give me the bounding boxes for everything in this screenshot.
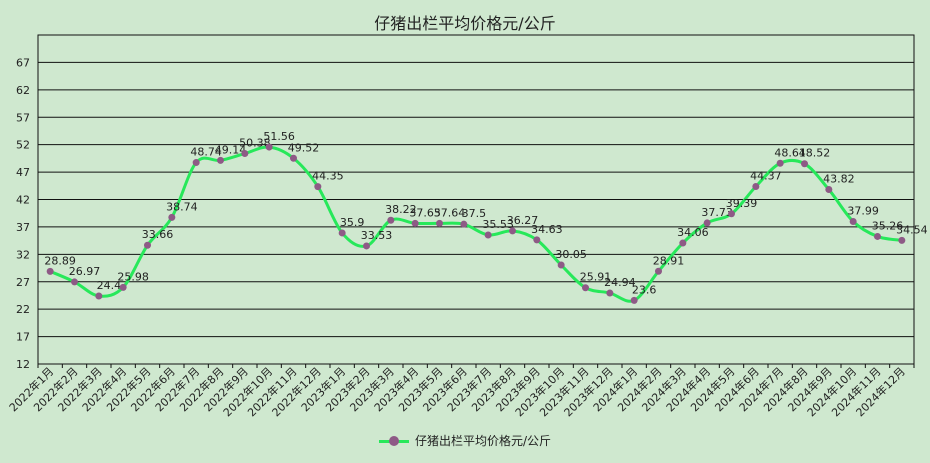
legend: 仔猪出栏平均价格元/公斤 xyxy=(0,432,930,449)
data-point-1 xyxy=(71,278,78,286)
legend-label: 仔猪出栏平均价格元/公斤 xyxy=(414,434,552,448)
data-point-16 xyxy=(436,219,443,227)
data-point-28 xyxy=(728,210,735,218)
y-tick-label-0: 12 xyxy=(16,358,30,371)
data-point-20 xyxy=(533,236,541,244)
data-label-10: 49.52 xyxy=(288,141,320,154)
data-point-0 xyxy=(46,267,54,275)
data-label-35: 34.54 xyxy=(896,223,928,236)
data-label-22: 25.91 xyxy=(580,271,612,284)
data-label-7: 49.14 xyxy=(215,143,247,156)
data-point-24 xyxy=(630,296,638,304)
data-label-14: 38.22 xyxy=(385,203,417,216)
data-label-25: 28.91 xyxy=(653,254,685,267)
data-point-11 xyxy=(314,183,322,191)
data-point-9 xyxy=(265,143,273,151)
data-label-3: 25.98 xyxy=(117,270,149,283)
data-label-2: 24.4 xyxy=(97,279,122,292)
data-label-8: 50.38 xyxy=(239,137,271,150)
data-label-5: 38.74 xyxy=(166,200,198,213)
data-label-32: 43.82 xyxy=(823,173,855,186)
y-tick-label-6: 42 xyxy=(16,194,30,207)
data-label-1: 26.97 xyxy=(69,265,101,278)
data-point-5 xyxy=(168,213,176,221)
data-label-24: 23.6 xyxy=(632,283,657,296)
data-point-2 xyxy=(95,292,103,300)
y-tick-label-8: 52 xyxy=(16,139,30,152)
data-point-32 xyxy=(825,186,833,194)
data-point-23 xyxy=(606,289,614,297)
data-label-0: 28.89 xyxy=(44,254,76,267)
data-point-14 xyxy=(387,216,395,224)
data-label-4: 33.66 xyxy=(142,228,174,241)
data-label-17: 37.5 xyxy=(462,207,487,220)
data-label-31: 48.52 xyxy=(799,147,831,160)
data-point-35 xyxy=(898,236,906,244)
data-label-11: 44.35 xyxy=(312,170,344,183)
data-label-27: 37.73 xyxy=(701,206,733,219)
data-label-6: 48.74 xyxy=(190,146,222,159)
data-label-23: 24.94 xyxy=(604,276,636,289)
data-point-6 xyxy=(192,159,200,167)
legend-swatch xyxy=(378,435,409,446)
data-point-34 xyxy=(874,232,881,240)
data-point-4 xyxy=(144,241,151,249)
data-point-13 xyxy=(363,242,370,250)
data-label-26: 34.06 xyxy=(677,226,709,239)
data-label-30: 48.61 xyxy=(774,146,806,159)
y-tick-label-5: 37 xyxy=(16,221,30,234)
data-label-18: 35.53 xyxy=(482,218,514,231)
data-point-30 xyxy=(776,159,784,167)
data-label-12: 35.9 xyxy=(340,216,365,229)
data-label-15: 37.65 xyxy=(409,206,441,219)
y-tick-label-1: 17 xyxy=(16,331,30,344)
data-point-26 xyxy=(679,239,687,247)
data-point-12 xyxy=(338,229,346,237)
y-tick-label-3: 27 xyxy=(16,276,30,289)
data-point-19 xyxy=(509,227,516,235)
data-point-7 xyxy=(217,156,224,164)
data-point-22 xyxy=(582,284,589,292)
y-tick-label-2: 22 xyxy=(16,303,30,316)
y-tick-label-7: 47 xyxy=(16,166,30,179)
data-label-33: 37.99 xyxy=(847,204,879,217)
data-point-10 xyxy=(290,154,297,162)
y-tick-label-11: 67 xyxy=(16,56,30,69)
data-point-31 xyxy=(801,160,808,168)
y-tick-label-9: 57 xyxy=(16,111,30,124)
data-label-20: 34.63 xyxy=(531,223,563,236)
chart-title: 仔猪出栏平均价格元/公斤 xyxy=(374,14,556,33)
data-label-9: 51.56 xyxy=(263,130,295,143)
data-point-15 xyxy=(411,219,419,227)
data-point-33 xyxy=(849,217,857,225)
data-point-21 xyxy=(557,261,565,269)
y-tick-label-10: 62 xyxy=(16,84,30,97)
data-point-27 xyxy=(703,219,711,227)
data-label-13: 33.53 xyxy=(361,229,393,242)
y-tick-label-4: 32 xyxy=(16,248,30,261)
data-label-19: 36.27 xyxy=(507,214,539,227)
data-label-16: 37.64 xyxy=(434,206,466,219)
data-point-29 xyxy=(752,183,760,191)
data-point-18 xyxy=(484,231,492,239)
data-point-3 xyxy=(119,283,127,291)
data-label-34: 35.26 xyxy=(872,219,904,232)
data-point-8 xyxy=(241,150,249,158)
data-point-17 xyxy=(460,220,468,228)
data-label-29: 44.37 xyxy=(750,170,782,183)
data-label-28: 39.39 xyxy=(726,197,758,210)
data-point-25 xyxy=(655,267,662,275)
data-label-21: 30.05 xyxy=(555,248,587,261)
